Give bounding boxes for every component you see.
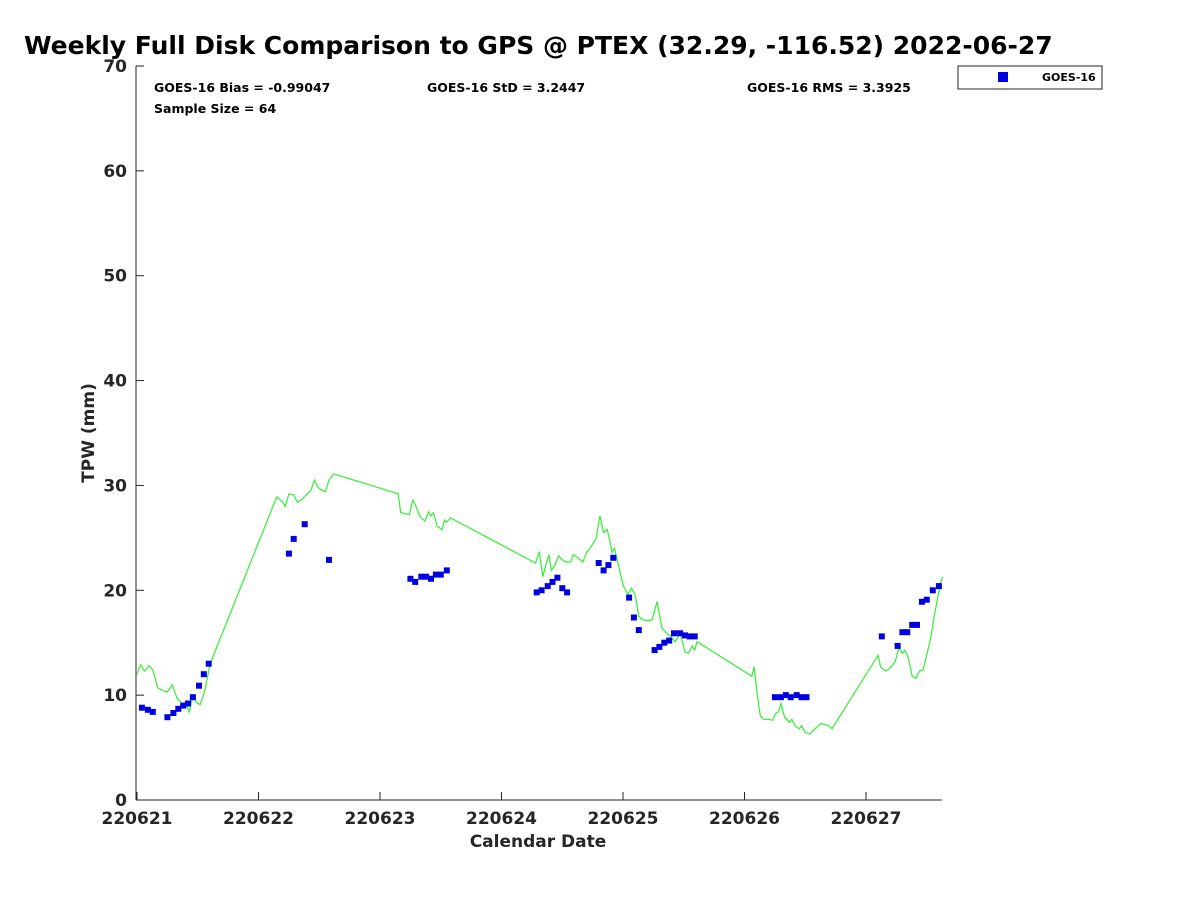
goes-16-point — [691, 633, 698, 640]
y-tick-label: 30 — [103, 476, 127, 496]
goes-16-point — [185, 700, 191, 707]
goes-16-point — [899, 629, 906, 636]
y-axis-label: TPW (mm) — [79, 383, 99, 483]
x-tick-label: 220623 — [345, 809, 416, 829]
goes-16-point — [326, 556, 332, 563]
goes-16-point — [904, 629, 911, 636]
goes-16-point — [605, 562, 612, 569]
goes-16-point — [164, 714, 171, 721]
goes-16-point — [787, 694, 794, 701]
bias-annotation: GOES-16 Bias = -0.99047 — [154, 80, 330, 95]
legend-label: GOES-16 — [1042, 71, 1096, 84]
goes-16-point — [189, 694, 196, 701]
goes-16-point — [909, 621, 916, 628]
goes-16-point — [412, 578, 419, 585]
goes-16-point — [180, 702, 187, 709]
stats-annotations: GOES-16 Bias = -0.99047 GOES-16 StD = 3.… — [154, 80, 911, 116]
x-tick-label: 220626 — [709, 809, 780, 829]
x-tick-label: 220625 — [588, 809, 659, 829]
goes-16-point — [782, 692, 789, 699]
goes-16-point — [538, 587, 545, 594]
goes-16-point — [600, 567, 607, 574]
goes-16-point — [544, 583, 551, 590]
goes-16-point — [301, 521, 308, 528]
goes-16-point — [285, 550, 292, 557]
goes-16-point — [443, 567, 450, 574]
goes-16-point — [793, 692, 800, 699]
goes-16-point — [170, 710, 177, 716]
std-annotation: GOES-16 StD = 3.2447 — [427, 80, 585, 95]
x-tick-label: 220622 — [223, 809, 294, 829]
plot-area — [135, 66, 942, 801]
y-tick-label: 50 — [103, 267, 127, 287]
goes-16-point — [777, 694, 784, 701]
goes-16-point — [200, 671, 207, 678]
goes-16-point — [407, 575, 414, 582]
goes-16-point — [196, 682, 202, 689]
goes-16-point — [432, 571, 439, 578]
gps-line — [136, 473, 944, 735]
y-tick-label: 40 — [103, 372, 127, 392]
goes-16-point — [894, 642, 901, 649]
sample-size-annotation: Sample Size = 64 — [154, 101, 276, 116]
goes-16-point — [630, 614, 637, 621]
goes-16-point — [423, 573, 430, 580]
goes-16-point — [559, 585, 566, 592]
legend-marker — [998, 72, 1008, 82]
goes-16-point — [798, 694, 805, 701]
legend: GOES-16 — [957, 65, 1103, 90]
y-tick-label: 20 — [103, 581, 127, 601]
goes-16-point — [437, 571, 444, 578]
goes-16-point — [918, 598, 925, 605]
goes-16-point — [144, 706, 151, 713]
goes-16-point — [149, 708, 156, 715]
goes-16-point — [656, 643, 663, 650]
y-axis-ticks: 0 10 20 30 40 50 60 70 — [103, 57, 144, 811]
goes-16-point — [626, 594, 633, 601]
x-tick-label: 220621 — [102, 809, 173, 829]
goes-16-point — [549, 578, 556, 585]
goes-16-point — [428, 575, 434, 582]
x-axis-label: Calendar Date — [470, 832, 607, 852]
x-tick-label: 220627 — [831, 809, 902, 829]
goes-16-point — [929, 587, 936, 594]
goes-16-point — [651, 647, 658, 654]
goes-16-point — [878, 633, 885, 640]
x-tick-label: 220624 — [466, 809, 537, 829]
goes-16-point — [914, 621, 920, 628]
goes-16-point — [923, 596, 930, 603]
goes-16-point — [175, 705, 182, 712]
chart-title: Weekly Full Disk Comparison to GPS @ PTE… — [24, 31, 1053, 60]
goes-16-point — [610, 554, 617, 561]
y-tick-label: 60 — [103, 162, 127, 182]
rms-annotation: GOES-16 RMS = 3.3925 — [747, 80, 911, 95]
goes-16-point — [682, 632, 688, 639]
goes-16-point — [677, 630, 684, 637]
y-tick-label: 0 — [115, 791, 127, 811]
goes-16-point — [533, 589, 540, 596]
goes-16-point — [771, 694, 778, 701]
goes-16-point — [671, 630, 677, 637]
goes-16-point — [635, 627, 642, 634]
legend-box — [957, 65, 1103, 90]
y-tick-label: 10 — [103, 686, 127, 706]
y-tick-label: 70 — [103, 57, 127, 77]
goes-16-point — [666, 637, 673, 644]
goes-16-point — [661, 639, 668, 646]
goes-16-point — [595, 560, 602, 566]
goes-16-point — [564, 589, 571, 596]
goes-16-point — [686, 633, 693, 640]
goes-16-series — [138, 521, 942, 721]
x-axis-ticks: 220621 220622 220623 220624 220625 220626 2206… — [102, 792, 902, 829]
plot-background — [136, 66, 942, 800]
goes-16-point — [554, 574, 561, 581]
goes-16-point — [418, 573, 425, 580]
goes-16-point — [138, 704, 145, 711]
goes-16-point — [290, 535, 297, 542]
goes-16-point — [205, 660, 212, 667]
goes-16-point — [935, 583, 942, 590]
goes-16-point — [803, 694, 810, 701]
gps-series — [136, 473, 944, 735]
